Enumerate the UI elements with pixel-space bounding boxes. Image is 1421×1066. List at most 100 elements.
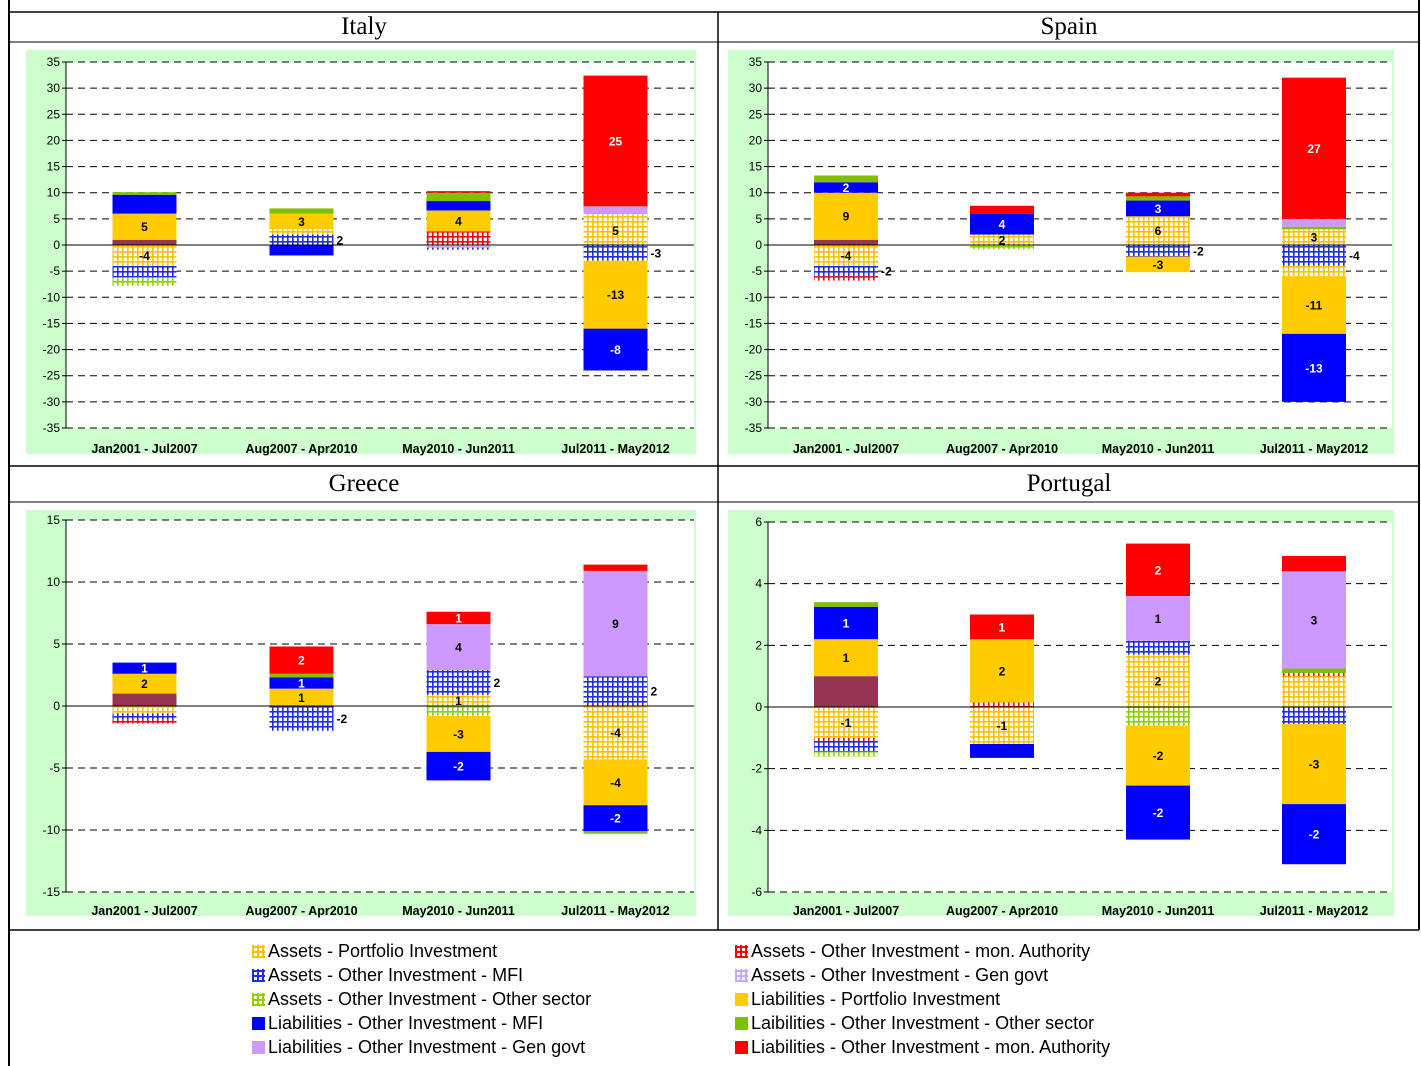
bar-segment-other	[814, 239, 878, 245]
bar-segment-liab-portfolio	[814, 192, 878, 240]
bar-segment-liab-mfi	[1282, 804, 1346, 865]
y-tick-label: 15	[47, 160, 61, 174]
y-tick-label: -15	[43, 885, 61, 899]
bar-segment-assets-other-sector	[112, 277, 177, 286]
x-tick-label: Jul2011 - May2012	[1260, 904, 1368, 918]
y-tick-label: -25	[43, 369, 61, 383]
data-label: 2	[999, 233, 1006, 247]
legend-item-liab-mon-authority: Liabilities - Other Investment - mon. Au…	[735, 1036, 1110, 1058]
data-label: -2	[453, 760, 464, 774]
bar-stack	[1126, 543, 1190, 840]
bar-segment-assets-portfolio	[814, 707, 878, 738]
legend-label: Liabilities - Other Investment - MFI	[268, 1013, 544, 1033]
bar-segment-liab-mon-authority	[583, 564, 648, 571]
y-tick-label: -10	[745, 290, 763, 304]
bar-segment-assets-portfolio	[583, 215, 648, 245]
y-tick-label: 10	[47, 186, 61, 200]
y-tick-label: -10	[43, 290, 61, 304]
bar-stack	[583, 75, 648, 371]
chart-title-italy: Italy	[341, 13, 387, 40]
bar-segment-liab-mfi	[426, 751, 491, 781]
data-label: 4	[999, 218, 1006, 232]
chart-title-portugal: Portugal	[1026, 470, 1112, 497]
legend-swatch	[252, 1041, 265, 1054]
legend-item-assets-portfolio: Assets - Portfolio Investment	[252, 940, 497, 962]
bar-segment-liab-portfolio	[426, 715, 491, 752]
y-tick-label: -2	[751, 762, 762, 776]
bar-segment-assets-portfolio	[583, 706, 648, 760]
bar-segment-liab-mfi	[814, 182, 878, 193]
legend-swatch	[735, 945, 748, 958]
data-label: -2	[1153, 806, 1164, 820]
bar-segment-liab-mfi	[269, 245, 334, 256]
bar-segment-liab-other-sector	[269, 673, 334, 678]
data-label: -2	[1193, 244, 1204, 258]
legend-item-liab-mfi: Liabilities - Other Investment - MFI	[252, 1012, 543, 1034]
data-label: -1	[841, 716, 852, 730]
bar-stack	[269, 646, 334, 731]
bar-segment-assets-mon-authority	[814, 737, 878, 741]
y-tick-label: 20	[749, 133, 763, 147]
bar-segment-liab-portfolio	[426, 210, 491, 232]
x-tick-label: May2010 - Jun2011	[402, 442, 515, 456]
x-tick-label: Jul2011 - May2012	[561, 442, 669, 456]
data-label: 27	[1307, 142, 1321, 156]
y-tick-label: 0	[755, 238, 762, 252]
y-tick-label: 15	[749, 160, 763, 174]
data-label: 1	[1155, 612, 1162, 626]
data-label: 3	[1311, 613, 1318, 627]
bar-segment-liab-mon-authority	[970, 614, 1034, 640]
y-tick-label: 4	[755, 577, 762, 591]
data-label: -8	[610, 343, 621, 357]
bar-segment-assets-mfi	[583, 676, 648, 706]
bar-segment-liab-other-sector	[1282, 668, 1346, 674]
bar-segment-liab-other-sector	[814, 175, 878, 183]
data-label: -4	[610, 726, 621, 740]
bar-stack	[1126, 192, 1190, 273]
bar-segment-liab-other-sector	[583, 831, 648, 834]
legend-swatch	[252, 993, 265, 1006]
y-tick-label: 35	[47, 55, 61, 69]
bar-segment-liab-mon-authority	[1282, 77, 1346, 219]
bar-segment-assets-other-sector	[1126, 707, 1190, 726]
bar-stack	[269, 208, 334, 256]
data-label: -13	[607, 288, 625, 302]
bar-segment-assets-other-sector	[814, 751, 878, 757]
bar-segment-assets-portfolio	[1282, 265, 1346, 277]
x-tick-label: Jul2011 - May2012	[1260, 442, 1368, 456]
bar-segment-liab-other-sector	[814, 602, 878, 607]
bar-segment-assets-other-sector	[970, 245, 1034, 250]
legend-item-assets-mon-authority: Assets - Other Investment - mon. Authori…	[735, 940, 1090, 962]
data-label: -1	[997, 719, 1008, 733]
x-tick-label: Jan2001 - Jul2007	[793, 442, 899, 456]
y-tick-label: 15	[47, 513, 61, 527]
y-tick-label: -4	[751, 823, 762, 837]
bar-segment-assets-mon-authority	[970, 702, 1034, 707]
data-label: 3	[1311, 231, 1318, 245]
legend-label: Laibilities - Other Investment - Other s…	[751, 1013, 1095, 1033]
data-label: -3	[1153, 258, 1164, 272]
bar-segment-liab-other-sector	[1282, 226, 1346, 230]
bar-segment-liab-mfi	[970, 213, 1034, 235]
bar-segment-assets-portfolio	[426, 694, 491, 706]
data-label: 1	[298, 677, 305, 691]
bar-segment-assets-mfi	[112, 713, 177, 720]
legend-label: Assets - Other Investment - Other sector	[268, 989, 592, 1009]
bar-segment-liab-mfi	[583, 328, 648, 371]
data-label: 2	[1155, 674, 1162, 688]
y-tick-label: -20	[745, 343, 763, 357]
data-label: -11	[1306, 299, 1323, 313]
bar-segment-liab-mfi	[583, 805, 648, 832]
data-label: -2	[1309, 828, 1320, 842]
bar-stack	[583, 564, 648, 834]
data-label: -3	[453, 727, 464, 741]
legend-swatch	[252, 969, 265, 982]
bar-segment-liab-mon-authority	[426, 191, 491, 193]
x-tick-label: May2010 - Jun2011	[1102, 904, 1215, 918]
y-tick-label: 2	[755, 638, 762, 652]
y-tick-label: 0	[53, 238, 60, 252]
bar-segment-liab-mfi	[814, 606, 878, 640]
data-label: 6	[1155, 224, 1162, 238]
